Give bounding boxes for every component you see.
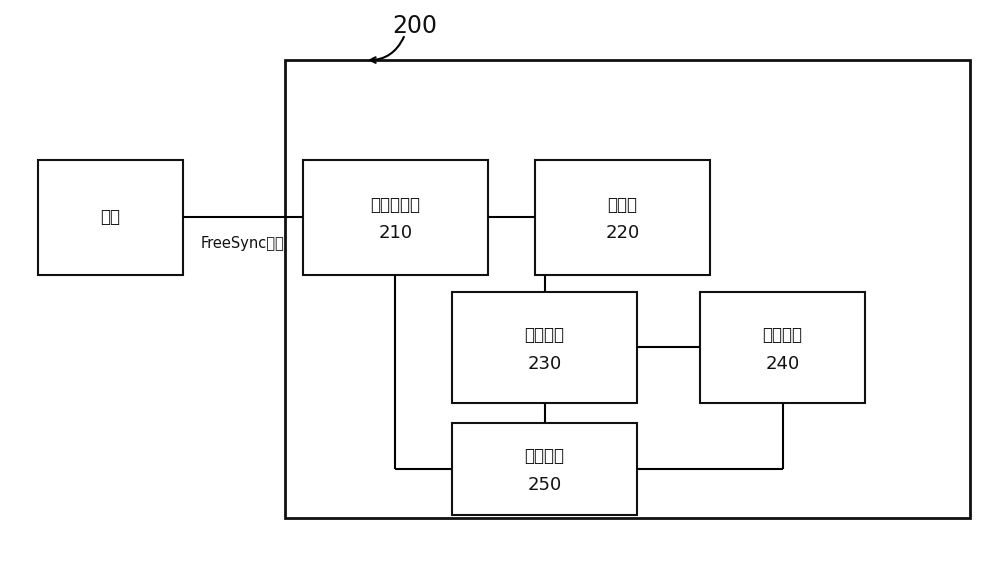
Text: 240: 240 xyxy=(765,355,800,372)
Text: 显卡: 显卡 xyxy=(100,208,120,227)
Text: 时序控制器: 时序控制器 xyxy=(370,196,420,214)
Text: 220: 220 xyxy=(605,224,640,243)
Text: 驱动器: 驱动器 xyxy=(608,196,638,214)
Text: 200: 200 xyxy=(392,14,438,38)
Text: 250: 250 xyxy=(527,476,562,494)
Text: 230: 230 xyxy=(527,355,562,372)
Text: 显示面板: 显示面板 xyxy=(524,326,564,344)
Bar xyxy=(38,160,183,275)
Bar xyxy=(700,292,865,403)
Bar xyxy=(303,160,488,275)
Text: FreeSync信号: FreeSync信号 xyxy=(201,236,285,251)
Text: 控制模块: 控制模块 xyxy=(524,447,564,466)
Bar xyxy=(452,292,637,403)
Text: 210: 210 xyxy=(378,224,413,243)
Bar xyxy=(285,60,970,518)
Bar xyxy=(452,423,637,515)
Text: 背光模块: 背光模块 xyxy=(763,326,802,344)
Bar xyxy=(535,160,710,275)
